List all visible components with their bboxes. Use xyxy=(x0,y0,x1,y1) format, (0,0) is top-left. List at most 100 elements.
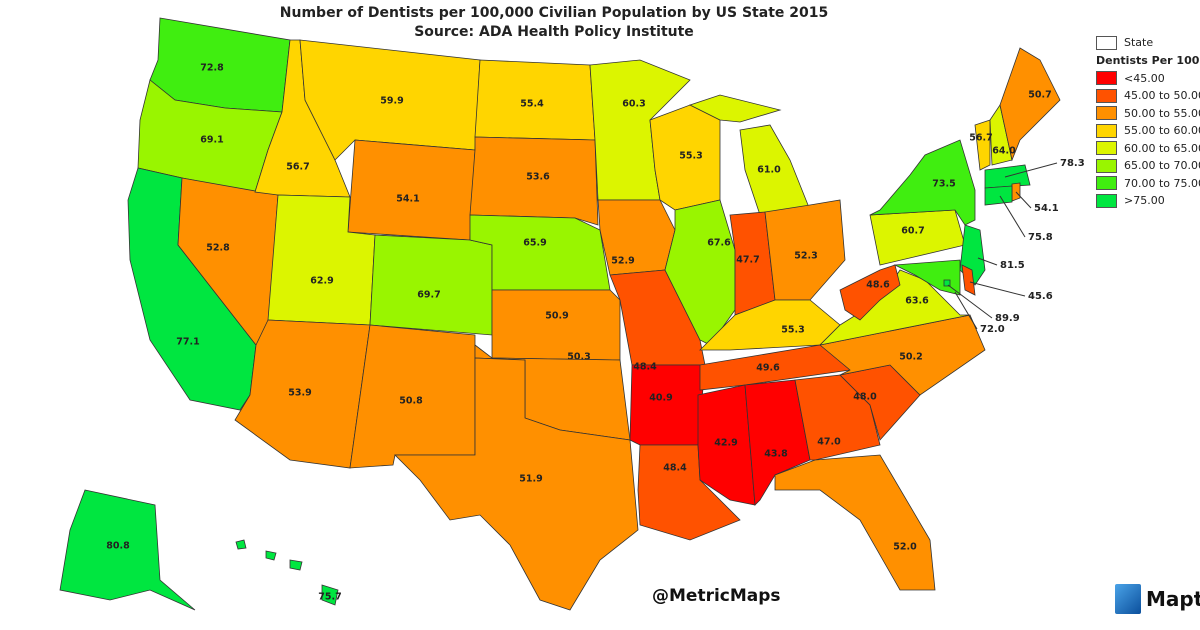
value-label-al: 43.8 xyxy=(764,449,788,460)
legend-state-row: State xyxy=(1096,34,1200,52)
legend-state-label: State xyxy=(1124,36,1154,50)
legend-swatch xyxy=(1096,71,1117,86)
state-hi xyxy=(289,559,303,571)
legend-item: >75.00 xyxy=(1096,192,1200,210)
value-label-tn: 49.6 xyxy=(756,363,780,374)
value-label-ms: 42.9 xyxy=(714,438,737,449)
state-hi xyxy=(265,550,277,561)
map-title: Number of Dentists per 100,000 Civilian … xyxy=(0,4,1108,42)
value-label-ks: 50.9 xyxy=(545,311,568,322)
legend-label: 55.00 to 60.00 xyxy=(1124,124,1200,138)
value-label-md: 72.0 xyxy=(980,324,1005,335)
watermark: @MetricMaps xyxy=(652,586,781,606)
value-label-nj: 81.5 xyxy=(1000,260,1025,271)
legend-label: 65.00 to 70.00 xyxy=(1124,159,1200,173)
legend-title: Dentists Per 100 xyxy=(1096,53,1200,67)
value-label-nh: 64.0 xyxy=(992,146,1016,157)
value-label-sc: 48.0 xyxy=(853,392,877,403)
legend-label: 45.00 to 50.00 xyxy=(1124,89,1200,103)
state-ak xyxy=(59,489,196,611)
legend-swatch xyxy=(1096,88,1117,103)
callout-line-md xyxy=(954,291,978,330)
callout-line-nj xyxy=(977,257,998,266)
value-label-ny: 73.5 xyxy=(932,179,955,190)
state-wv xyxy=(839,264,901,321)
legend-label: 70.00 to 75.00 xyxy=(1124,176,1200,190)
legend-state-swatch xyxy=(1096,35,1117,50)
value-label-ia: 52.9 xyxy=(611,256,634,267)
state-dc xyxy=(943,279,951,287)
state-pa xyxy=(869,209,966,266)
legend-label: >75.00 xyxy=(1124,194,1165,208)
value-label-ct: 75.8 xyxy=(1028,232,1053,243)
value-label-la: 48.4 xyxy=(663,463,687,474)
value-label-vt: 56.7 xyxy=(969,133,992,144)
globe-head-icon xyxy=(1115,584,1141,614)
legend-swatch xyxy=(1096,123,1117,138)
value-label-mn: 60.3 xyxy=(622,99,645,110)
state-me xyxy=(999,47,1061,162)
logo-text: Mapti xyxy=(1146,587,1200,611)
value-label-va: 63.6 xyxy=(905,296,929,307)
value-label-wy: 54.1 xyxy=(396,194,419,205)
legend-item: 50.00 to 55.00 xyxy=(1096,105,1200,123)
state-ky xyxy=(699,299,841,351)
value-label-wv: 48.6 xyxy=(866,280,890,291)
legend-item: 70.00 to 75.00 xyxy=(1096,175,1200,193)
value-label-ar: 40.9 xyxy=(649,393,672,404)
value-label-fl: 52.0 xyxy=(893,542,917,553)
legend-swatch xyxy=(1096,106,1117,121)
value-label-ut: 62.9 xyxy=(310,276,333,287)
value-label-hi: 75.7 xyxy=(318,592,341,603)
value-label-dc: 89.9 xyxy=(995,313,1020,324)
legend-label: 60.00 to 65.00 xyxy=(1124,141,1200,155)
legend-item: 60.00 to 65.00 xyxy=(1096,140,1200,158)
legend-label: <45.00 xyxy=(1124,71,1165,85)
callout-line-dc xyxy=(947,284,993,319)
legend-item: 55.00 to 60.00 xyxy=(1096,122,1200,140)
state-il xyxy=(664,199,736,346)
value-label-co: 69.7 xyxy=(417,290,440,301)
value-label-mt: 59.9 xyxy=(380,96,403,107)
value-label-wa: 72.8 xyxy=(200,63,224,74)
callout-line-de xyxy=(969,281,1026,297)
legend-swatch xyxy=(1096,193,1117,208)
legend: State Dentists Per 100 <45.00 45.00 to 50… xyxy=(1096,34,1200,210)
value-label-pa: 60.7 xyxy=(901,226,924,237)
legend-label: 50.00 to 55.00 xyxy=(1124,106,1200,120)
legend-swatch xyxy=(1096,141,1117,156)
value-label-or: 69.1 xyxy=(200,135,223,146)
value-label-oh: 52.3 xyxy=(794,251,817,262)
value-label-wi: 55.3 xyxy=(679,151,702,162)
value-label-ga: 47.0 xyxy=(817,437,841,448)
state-vt xyxy=(974,119,991,171)
state-ar xyxy=(629,364,706,446)
value-label-mo: 48.4 xyxy=(633,362,657,373)
state-hi xyxy=(321,584,339,606)
value-label-nc: 50.2 xyxy=(899,352,922,363)
value-label-ri: 54.1 xyxy=(1034,203,1059,214)
value-label-nm: 50.8 xyxy=(399,396,423,407)
legend-item: 45.00 to 50.00 xyxy=(1096,87,1200,105)
value-label-in: 47.7 xyxy=(736,255,759,266)
value-label-nd: 55.4 xyxy=(520,99,544,110)
callout-line-ma xyxy=(1004,162,1058,178)
value-label-de: 45.6 xyxy=(1028,291,1053,302)
state-de xyxy=(961,264,976,296)
callout-line-ri xyxy=(1015,191,1032,209)
value-label-id: 56.7 xyxy=(286,162,309,173)
state-ny xyxy=(869,139,976,226)
value-label-ma: 78.3 xyxy=(1060,158,1085,169)
value-label-tx: 51.9 xyxy=(519,474,542,485)
title-line-1: Number of Dentists per 100,000 Civilian … xyxy=(279,5,829,21)
state-tx xyxy=(394,357,639,611)
value-label-nv: 52.8 xyxy=(206,243,230,254)
callout-line-ct xyxy=(999,195,1026,238)
value-label-sd: 53.6 xyxy=(526,172,550,183)
value-label-ok: 50.3 xyxy=(567,352,590,363)
value-label-az: 53.9 xyxy=(288,388,311,399)
value-label-ne: 65.9 xyxy=(523,238,546,249)
legend-item: 65.00 to 70.00 xyxy=(1096,157,1200,175)
state-ks xyxy=(491,289,621,361)
value-label-ak: 80.8 xyxy=(106,541,130,552)
